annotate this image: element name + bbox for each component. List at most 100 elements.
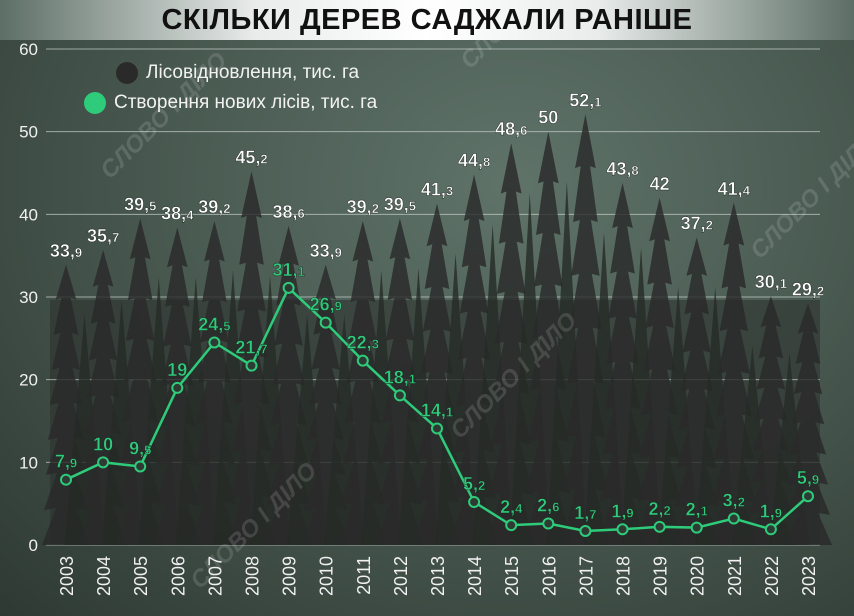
data-point [60,473,72,486]
data-label-new-forests: 21,7 [235,338,267,358]
tree-mark [709,202,758,545]
data-label-new-forests: 2,1 [686,500,708,520]
data-label-reforestation: 30,1 [755,272,787,292]
data-label-new-forests: 26,9 [310,295,342,315]
tree-mark [301,264,350,545]
tree-mark [487,143,536,546]
y-tick-label: 50 [19,123,38,142]
legend-label: Лісовідновлення, тис. га [146,62,360,83]
x-tick-label: 2014 [465,556,485,596]
data-label-reforestation: 42 [650,174,670,194]
data-point [468,496,481,509]
data-point [97,456,110,469]
data-point [282,281,295,294]
data-label-reforestation: 39,2 [347,197,379,217]
data-label-reforestation: 39,2 [198,197,230,217]
data-label-reforestation: 41,4 [718,179,751,199]
data-label-new-forests: 2,2 [648,499,670,519]
y-tick-label: 60 [19,40,38,59]
tree-mark [375,218,424,545]
tree-mark [561,114,610,545]
data-label-reforestation: 38,4 [161,204,194,224]
tree-mark [413,203,461,545]
tree-mark [598,182,647,546]
data-label-new-forests: 1,9 [760,501,782,521]
data-label-new-forests: 18,1 [384,367,416,387]
data-label-reforestation: 33,9 [310,241,342,261]
data-label-new-forests: 5,2 [463,474,485,494]
data-point [319,316,332,329]
tree-mark [190,220,239,546]
tree-mark [450,174,499,546]
tree-mark [79,249,128,545]
data-label-new-forests: 10 [93,434,113,454]
x-tick-label: 2023 [799,556,819,596]
data-label-reforestation: 29,2 [792,280,824,300]
x-tick-label: 2010 [317,556,337,596]
x-tick-label: 2003 [57,556,77,596]
x-tick-label: 2015 [502,556,522,596]
data-label-new-forests: 7,9 [55,452,77,472]
y-tick-label: 10 [19,453,38,472]
x-tick-label: 2009 [280,556,300,596]
data-label-new-forests: 3,2 [723,491,745,511]
data-point [579,524,592,537]
data-label-reforestation: 35,7 [87,226,119,246]
tree-mark [338,220,387,546]
data-label-new-forests: 2,4 [500,497,523,517]
data-label-new-forests: 1,9 [611,501,633,521]
data-point [616,523,629,536]
data-point [171,381,184,394]
data-point [653,520,666,533]
y-tick-label: 40 [19,205,38,224]
x-tick-label: 2008 [243,556,263,596]
tree-mark [635,197,684,546]
x-tick-label: 2007 [205,556,225,596]
chart-title: СКІЛЬКИ ДЕРЕВ САДЖАЛИ РАНІШЕ [0,0,854,40]
data-label-new-forests: 14,1 [421,400,453,420]
y-tick-label: 30 [19,288,38,307]
watermark: СЛОВО І ДІЛО [745,127,854,264]
data-label-new-forests: 31,1 [272,260,304,280]
data-label-reforestation: 37,2 [681,213,713,233]
legend-swatch-black [116,62,138,84]
tree-mark [746,296,795,545]
tree-mark [227,171,276,545]
legend-item-reforestation: Лісовідновлення, тис. га [116,62,359,84]
data-label-reforestation: 41,3 [421,180,453,200]
tree-mark [116,218,165,545]
data-label-reforestation: 45,2 [235,147,267,167]
legend-swatch-green [84,92,106,114]
x-tick-label: 2006 [168,556,188,596]
tree-mark [524,131,573,545]
data-label-new-forests: 19 [167,360,187,380]
data-label-reforestation: 52,1 [569,90,601,110]
data-point [505,519,518,532]
x-tick-label: 2013 [428,556,448,596]
data-label-reforestation: 33,9 [50,241,82,261]
tree-mark [264,225,313,545]
data-point [431,422,443,435]
data-label-reforestation: 38,6 [272,202,304,222]
x-tick-label: 2019 [651,556,671,596]
data-label-new-forests: 1,7 [574,503,596,523]
tree-mark [784,303,832,545]
data-point [134,460,147,473]
data-label-reforestation: 43,8 [606,159,638,179]
x-tick-label: 2012 [391,556,411,596]
tree-mark [672,237,721,546]
x-tick-label: 2020 [688,556,708,596]
x-tick-label: 2022 [762,556,782,596]
x-tick-label: 2017 [576,556,596,596]
legend-item-new-forests: Створення нових лісів, тис. га [84,92,377,114]
data-label-reforestation: 50 [538,108,558,128]
data-point [690,521,703,534]
data-point [208,336,221,349]
data-point [727,512,740,525]
data-label-new-forests: 24,5 [198,314,230,334]
x-tick-label: 2016 [539,556,559,596]
tree-mark [42,264,90,545]
data-label-reforestation: 48,6 [495,119,527,139]
